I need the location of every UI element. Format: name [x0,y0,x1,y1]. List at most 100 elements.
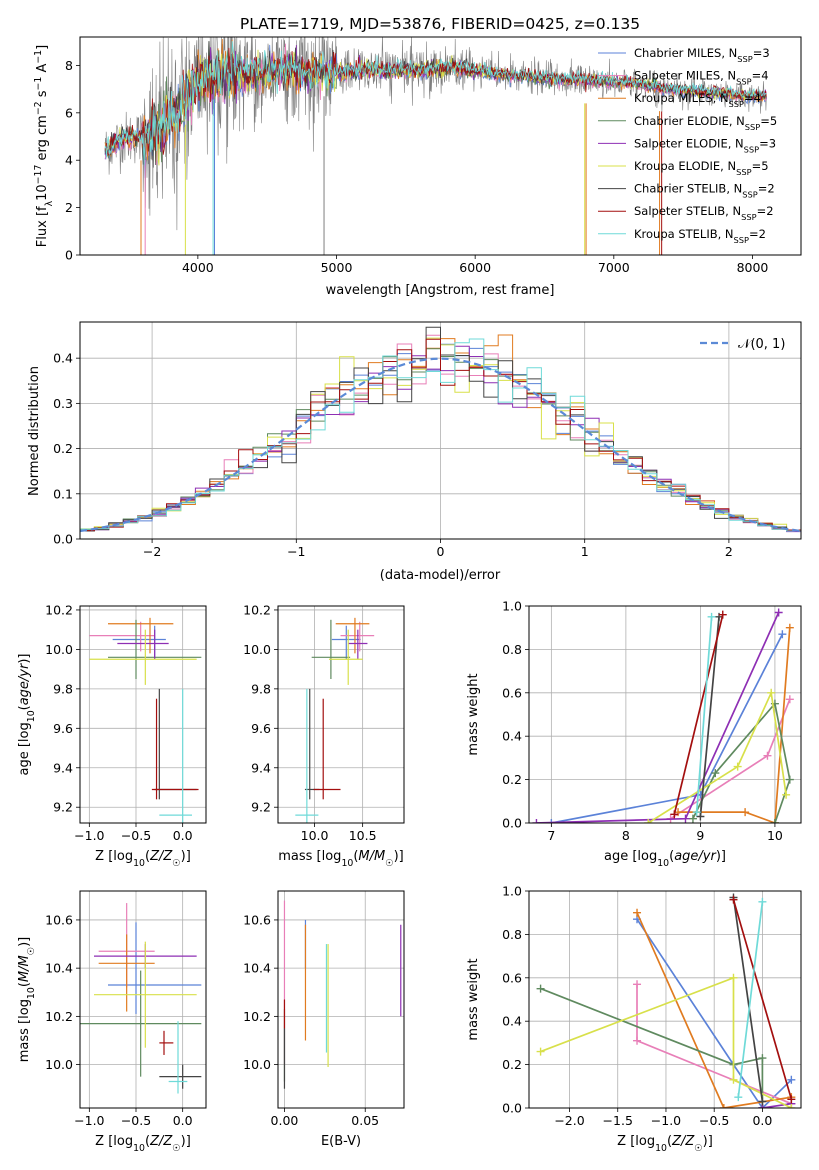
x-tick-label: 10 [767,828,783,843]
y-tick-label: 9.2 [53,800,73,815]
y-tick-label: 0.2 [502,1057,522,1072]
label-part: Flux [f [35,206,50,247]
series-marker-salpeter-miles [633,980,642,989]
x-tick-label: 10.0 [301,828,329,843]
series-marker-kroupa-elodie [733,762,742,771]
series-marker-salpeter-elodie [532,819,541,823]
label-part: SSP [741,212,756,222]
y-tick-label: 9.4 [251,760,271,775]
x-axis-label: wavelength [Angstrom, rest frame] [326,283,555,298]
x-tick-label: −0.5 [121,828,151,843]
axes-frame [79,321,802,540]
series-line-chabrier-miles [551,633,784,823]
series-marker-salpeter-stelib [718,610,727,619]
axes-age_vs_mass: 10.0 10.5 9.2 9.4 9.6 9.8 10.0 10.2 mass [log10(… [243,602,405,869]
series-marker-kroupa-stelib [692,808,701,817]
x-tick-label: 0 [437,544,445,559]
label-part: ☉ [385,858,393,869]
label-part: M/M [17,955,32,982]
x-tick-label: 0.05 [351,1113,379,1128]
x-tick-label: 0.0 [752,1113,772,1128]
axes-age_vs_Z: −1.0 −0.5 0.09.29.49.69.810.010.2Z [log10(… [17,602,207,869]
series-marker-salpeter-stelib [787,1095,796,1104]
label-part: )] [181,849,191,864]
series-line-salpeter-stelib [673,614,724,815]
label-part: =2 [758,182,775,196]
label-part: =2 [757,204,774,218]
y-tick-label: 0.4 [53,351,73,366]
label-part: =4 [744,91,761,105]
x-tick-label: −1.5 [603,1113,633,1128]
x-tick-label: −2.0 [554,1113,584,1128]
series-marker-kroupa-elodie [644,819,653,823]
label-part: Chabrier STELIB, N [634,182,742,196]
label-part: log [635,1134,655,1149]
y-axis-label: age [log10(age/yr)] [17,653,37,775]
label-part: Kroupa STELIB, N [634,227,734,241]
x-tick-label: 2 [725,544,733,559]
label-part: =2 [749,227,766,241]
y-tick-label: 0.3 [53,396,73,411]
x-tick-label: 10.5 [349,828,377,843]
label-part: ] [35,45,50,50]
label-part: log [17,722,32,742]
label-part: log [113,849,133,864]
label-part: s [35,90,50,101]
label-part: ( [145,1134,150,1149]
label-part: 10 [133,858,145,869]
series-marker-kroupa-stelib [734,1093,743,1102]
series-marker-chabrier-stelib [758,1097,767,1106]
label-part: ☉ [172,858,180,869]
label-part: ( [667,1134,672,1149]
x-tick-label: −1.0 [74,1113,104,1128]
y-tick-label: 4 [65,153,73,168]
series-marker-salpeter-stelib [729,895,738,904]
x-tick-label: 9 [696,828,704,843]
label-part: SSP [736,77,751,87]
series-marker-salpeter-miles [785,695,794,704]
y-tick-label: 10.4 [243,961,271,976]
legend-entry: Salpeter STELIB, NSSP=2 [634,204,774,222]
label-part: log [637,849,657,864]
label-part: Z [ [95,849,113,864]
y-tick-label: 0.8 [502,642,522,657]
x-tick-label: 0.0 [173,1113,193,1128]
y-tick-label: 0.6 [502,685,522,700]
series-marker-kroupa-elodie [536,1047,545,1056]
plot-area-mass_vs_ebv [283,900,402,1089]
x-tick-label: −1 [287,544,305,559]
plot-area-residuals [80,326,801,533]
series-marker-kroupa-miles [633,908,642,917]
legend-entry: Salpeter MILES, NSSP=4 [634,69,769,87]
series-line-chabrier-elodie [540,987,764,1108]
y-tick-label: 0.0 [502,1101,522,1116]
legend-entry: Salpeter ELODIE, NSSP=3 [634,136,776,154]
y-tick-label: 2 [65,200,73,215]
y-tick-label: 1.0 [502,884,522,899]
x-tick-label: −2 [143,544,161,559]
y-tick-label: 10.0 [243,1057,271,1072]
legend-entry: Kroupa ELODIE, NSSP=5 [634,159,769,177]
axes-mass_vs_Z: −1.0 −0.5 0.010.010.210.410.6Z [log10(Z/Z☉… [17,890,207,1154]
label-part: SSP [744,144,759,154]
label-part: 10 [35,184,50,201]
label-part: Kroupa MILES, N [634,91,729,105]
x-tick-label: 4000 [182,260,214,275]
x-axis-label: E(B-V) [321,1134,361,1149]
y-tick-label: 6 [65,105,73,120]
label-part: mass [ [17,1019,32,1062]
label-part: )] [17,937,32,947]
series-marker-kroupa-miles [719,1104,728,1108]
legend-entry: Kroupa STELIB, NSSP=2 [634,227,766,245]
series-marker-salpeter-stelib [670,810,679,819]
label-part: ☉ [172,1143,180,1154]
label-part: age [ [17,742,32,775]
label-part: )] [181,1134,191,1149]
series-marker-chabrier-elodie [711,769,720,778]
label-part: Z/Z [149,849,173,864]
label-part: SSP [736,167,751,177]
label-part: SSP [734,235,749,245]
x-tick-label: 8 [622,828,630,843]
label-part: −1 [33,77,44,91]
